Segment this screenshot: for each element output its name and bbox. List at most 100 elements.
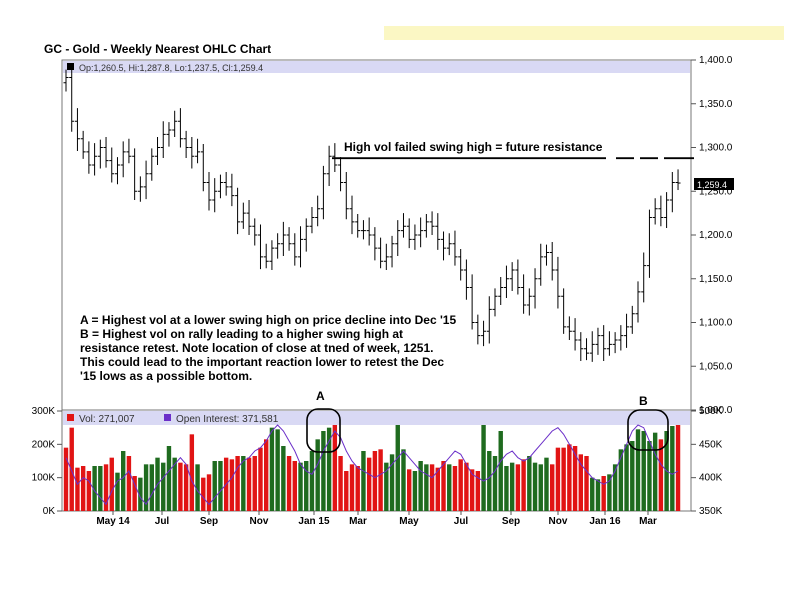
volume-bar	[635, 429, 641, 511]
volume-bar	[584, 456, 589, 511]
x-tick-label: Mar	[349, 516, 367, 527]
x-tick-label: Sep	[200, 516, 218, 527]
volume-bar	[292, 461, 297, 511]
volume-bar	[550, 464, 555, 511]
oi-right-tick-label: 400K	[699, 473, 723, 484]
x-tick-label: Nov	[250, 516, 269, 527]
annotation-line-2: B = Highest vol on rally leading to a hi…	[80, 327, 403, 341]
open-interest-legend-swatch	[164, 414, 171, 421]
volume-legend-band	[63, 411, 690, 425]
volume-bar	[475, 471, 481, 511]
price-y-tick-label: 1,100.0	[699, 318, 733, 329]
volume-bar	[527, 456, 532, 511]
x-tick-label: Sep	[502, 516, 520, 527]
volume-bar	[178, 462, 183, 511]
volume-bar	[75, 467, 80, 511]
volume-bar	[69, 427, 74, 511]
volume-bar	[275, 429, 280, 511]
volume-bar	[412, 471, 418, 511]
volume-bar	[349, 464, 355, 511]
volume-bar	[538, 464, 543, 511]
volume-bar	[121, 451, 126, 511]
volume-bar	[618, 449, 624, 511]
volume-bar	[258, 447, 263, 511]
volume-bar	[109, 457, 114, 511]
volume-bar	[372, 451, 378, 511]
volume-left-tick-label: 200K	[32, 439, 56, 450]
volume-bar	[304, 461, 309, 511]
oi-right-tick-label: 350K	[699, 506, 723, 517]
volume-bar	[624, 444, 629, 511]
volume-bar	[212, 461, 217, 511]
oi-right-tick-label: 450K	[699, 439, 723, 450]
volume-bar	[429, 464, 435, 511]
volume-bar	[401, 449, 406, 511]
volume-bar	[92, 466, 97, 511]
volume-bar	[241, 456, 246, 511]
volume-bar	[138, 477, 143, 511]
volume-bar	[326, 427, 332, 511]
volume-bar	[481, 425, 486, 511]
resistance-note: High vol failed swing high = future resi…	[344, 140, 603, 154]
x-tick-label: Jan 15	[298, 516, 330, 527]
price-y-tick-label: 1,150.0	[699, 274, 733, 285]
ohlc-readout-swatch	[67, 63, 74, 70]
marker-b-label: B	[639, 394, 648, 408]
volume-bar	[366, 457, 372, 511]
annotation-line-1: A = Highest vol at a lower swing high on…	[80, 313, 456, 327]
volume-bar	[641, 431, 646, 511]
volume-bar	[321, 431, 326, 511]
volume-bar	[183, 464, 189, 511]
volume-bar	[658, 439, 664, 511]
ohlc-readout-band	[63, 61, 690, 73]
x-tick-label: May	[399, 516, 419, 527]
volume-bar	[218, 461, 223, 511]
price-y-tick-label: 1,400.0	[699, 55, 733, 66]
volume-bar	[435, 467, 440, 511]
volume-legend-swatch	[67, 414, 74, 421]
marker-a-label: A	[316, 389, 325, 403]
volume-bar	[161, 462, 166, 511]
volume-bar	[567, 444, 572, 511]
volume-bar	[407, 469, 412, 511]
price-y-tick-label: 1,250.0	[699, 186, 733, 197]
volume-bar	[98, 466, 103, 511]
volume-bar	[195, 464, 200, 511]
volume-bar	[612, 464, 618, 511]
volume-bar	[504, 466, 509, 511]
x-tick-label: Jan 16	[589, 516, 621, 527]
price-ohlc-bars	[63, 67, 681, 362]
volume-bar	[338, 456, 343, 511]
price-y-tick-label: 1,300.0	[699, 143, 733, 154]
volume-bar	[395, 425, 400, 511]
volume-bar	[126, 456, 132, 511]
x-tick-label: Jul	[155, 516, 170, 527]
volume-bar	[143, 464, 149, 511]
volume-bar	[286, 456, 292, 511]
volume-bar	[309, 451, 315, 511]
price-y-axis: 1,400.0 1,350.0 1,300.0 1,250.0 1,200.0 1,150…	[691, 55, 733, 416]
volume-bar	[521, 459, 526, 511]
volume-bar	[63, 447, 69, 511]
volume-bar	[281, 446, 286, 511]
volume-bar	[355, 466, 360, 511]
chart-title: GC - Gold - Weekly Nearest OHLC Chart	[44, 42, 271, 56]
volume-bar	[115, 472, 120, 511]
volume-bar	[86, 471, 92, 511]
volume-bar	[166, 446, 172, 511]
volume-bar	[235, 456, 240, 511]
volume-bar	[652, 432, 658, 511]
price-y-tick-label: 1,000.0	[699, 405, 733, 416]
volume-bar	[149, 464, 154, 511]
volume-bar	[544, 457, 549, 511]
volume-bar	[555, 447, 561, 511]
x-tick-label: Nov	[549, 516, 568, 527]
volume-bar	[269, 427, 275, 511]
volume-bar	[172, 457, 177, 511]
volume-bar	[246, 457, 252, 511]
annotation-line-4: This could lead to the important reactio…	[80, 355, 444, 369]
volume-bar	[189, 434, 195, 511]
top-highlight-band	[384, 26, 784, 40]
volume-bar	[132, 476, 137, 511]
volume-bar	[675, 425, 681, 511]
